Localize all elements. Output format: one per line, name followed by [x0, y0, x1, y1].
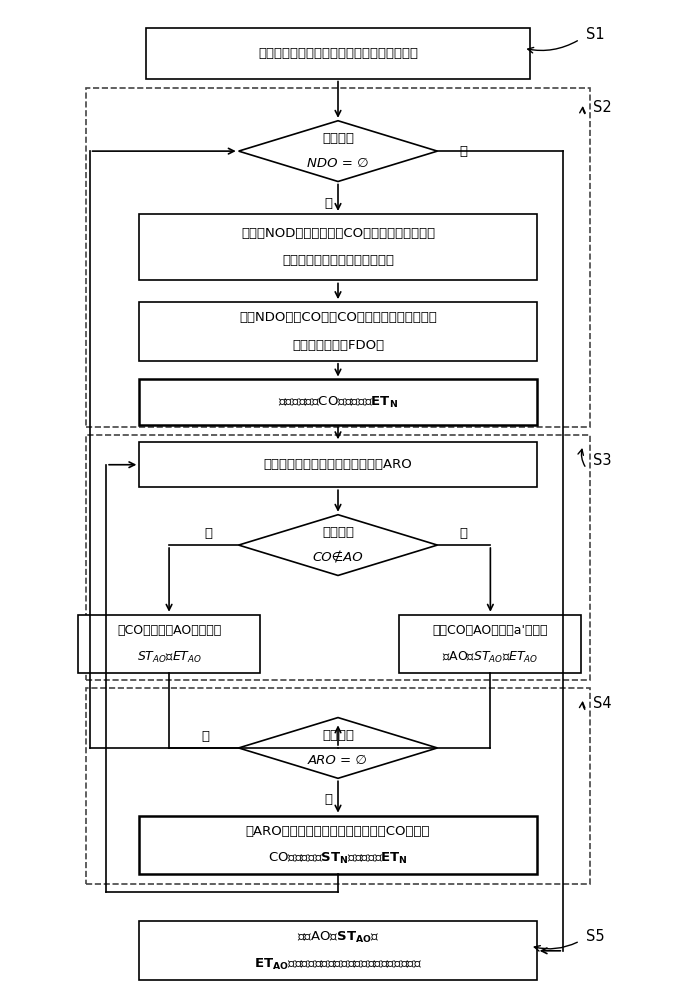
Bar — [139, 379, 537, 425]
Bar — [87, 435, 589, 680]
Text: CO的起始时间$\mathbf{ST_N}$和完工时间$\mathbf{ET_N}$: CO的起始时间$\mathbf{ST_N}$和完工时间$\mathbf{ET_N… — [268, 851, 408, 866]
Text: 新AO、$ST_{AO}$、$ET_{AO}$: 新AO、$ST_{AO}$、$ET_{AO}$ — [442, 650, 539, 665]
Text: 障概率和工序故障期望维修时间: 障概率和工序故障期望维修时间 — [282, 254, 394, 267]
Text: 从ARO中选取一道工序作为当前工序CO，更新: 从ARO中选取一道工序作为当前工序CO，更新 — [246, 825, 430, 838]
Bar — [87, 688, 589, 884]
Text: $\mathbf{ET_{AO}}$，计算调度稳定鲁棒性指标和性能鲁棒性指标: $\mathbf{ET_{AO}}$，计算调度稳定鲁棒性指标和性能鲁棒性指标 — [254, 957, 422, 972]
Polygon shape — [239, 515, 437, 575]
Text: 否: 否 — [460, 527, 468, 540]
Text: S4: S4 — [593, 696, 612, 711]
Bar — [78, 615, 260, 673]
Text: 将CO的添加进AO，并更新: 将CO的添加进AO，并更新 — [117, 624, 221, 637]
Bar — [139, 442, 537, 487]
Polygon shape — [239, 121, 437, 182]
Text: 判断是否: 判断是否 — [322, 526, 354, 539]
Bar — [139, 214, 537, 280]
Text: 是: 是 — [205, 527, 213, 540]
Text: 从中NDO删除CO；将CO添加到已增加期望维修: 从中NDO删除CO；将CO添加到已增加期望维修 — [239, 311, 437, 324]
Text: 在确定NOD中的当前工序CO，通过当前工序的故: 在确定NOD中的当前工序CO，通过当前工序的故 — [241, 227, 435, 240]
Bar — [139, 921, 537, 980]
Bar — [139, 816, 537, 874]
Polygon shape — [239, 718, 437, 778]
Text: 时间的工序集合FDO中: 时间的工序集合FDO中 — [292, 339, 384, 352]
Text: 输出AO、$\mathbf{ST_{AO}}$、: 输出AO、$\mathbf{ST_{AO}}$、 — [297, 930, 379, 945]
Bar — [400, 615, 581, 673]
Text: 获取当前工序的后向关联工序集合ARO: 获取当前工序的后向关联工序集合ARO — [264, 458, 412, 471]
Bar — [87, 88, 589, 427]
Bar — [139, 302, 537, 361]
Bar — [146, 28, 530, 79]
Text: S1: S1 — [587, 27, 605, 42]
Text: 否: 否 — [324, 793, 332, 806]
Text: 是: 是 — [460, 145, 468, 158]
Text: NDO = ∅: NDO = ∅ — [307, 157, 369, 170]
Text: 确定CO在AO中编号a'，并更: 确定CO在AO中编号a'，并更 — [433, 624, 548, 637]
Text: ARO = ∅: ARO = ∅ — [308, 754, 368, 767]
Text: 否: 否 — [324, 197, 332, 210]
Text: $ST_{AO}$、$ET_{AO}$: $ST_{AO}$、$ET_{AO}$ — [137, 650, 201, 665]
Text: 判断是否: 判断是否 — [322, 132, 354, 145]
Text: 更新当前工序CO的完工时间$\mathbf{ET_N}$: 更新当前工序CO的完工时间$\mathbf{ET_N}$ — [278, 394, 398, 410]
Text: 获取原调度信息，并对集合及变量进行初始化: 获取原调度信息，并对集合及变量进行初始化 — [258, 47, 418, 60]
Text: S3: S3 — [593, 453, 612, 468]
Text: 判断是否: 判断是否 — [322, 729, 354, 742]
Text: S5: S5 — [587, 929, 605, 944]
Text: S2: S2 — [593, 101, 612, 115]
Text: CO∉AO: CO∉AO — [313, 551, 363, 564]
Text: 是: 是 — [201, 730, 210, 743]
